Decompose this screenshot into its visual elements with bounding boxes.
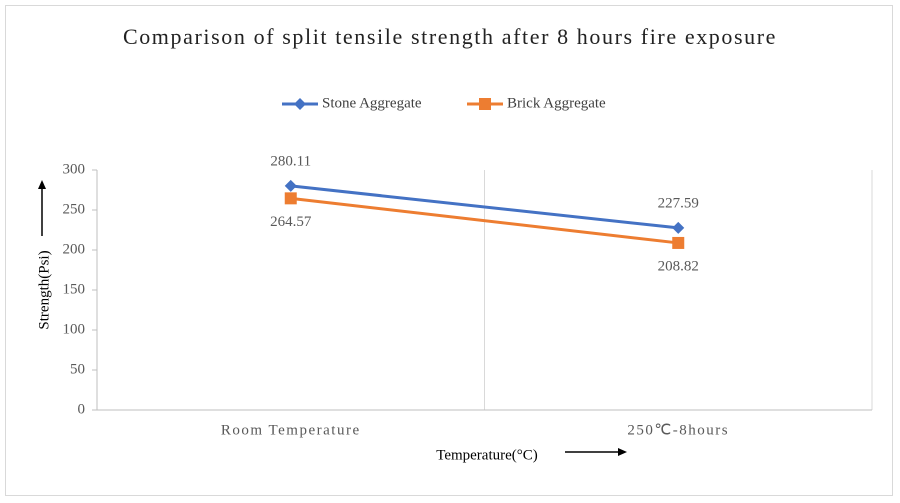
chart-title: Comparison of split tensile strength aft… [122,24,778,49]
x-axis-label: Temperature(°C) [436,447,538,463]
data-label: 264.57 [270,214,312,230]
x-arrow-head [618,448,627,456]
series-line [290,196,679,245]
data-label: 280.11 [270,153,311,169]
point [284,192,297,205]
legend-label: Brick Aggregate [507,95,606,111]
y-axis-label: Strength(Psi) [36,250,52,329]
point [479,98,491,110]
point [284,179,297,192]
point [672,236,685,249]
y-tick-label: 150 [63,281,86,297]
data-label: 227.59 [658,195,699,211]
y-tick-label: 100 [63,321,86,337]
y-tick-label: 50 [70,361,85,377]
y-arrow-head [38,180,46,189]
point [294,98,306,110]
y-tick-label: 300 [63,161,86,177]
data-label: 208.82 [658,258,699,274]
x-tick-label: 250℃-8hours [627,422,729,438]
y-tick-label: 250 [63,201,86,217]
legend-label: Stone Aggregate [322,95,422,111]
y-tick-label: 0 [78,401,86,417]
x-tick-label: Room Temperature [221,422,361,438]
point [672,221,685,234]
y-tick-label: 200 [63,241,86,257]
series-line [290,184,679,230]
chart-border [5,5,893,496]
